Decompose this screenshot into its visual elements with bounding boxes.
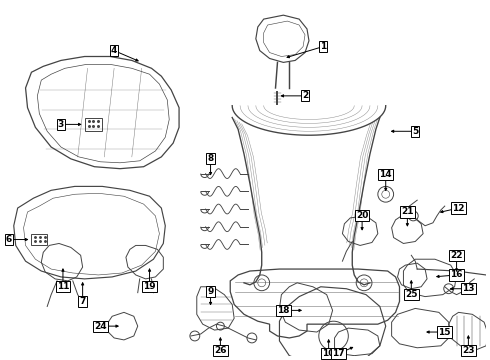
Text: 9: 9 (207, 287, 214, 296)
Text: 15: 15 (439, 328, 451, 337)
Text: 18: 18 (277, 306, 290, 315)
Text: 10: 10 (322, 349, 335, 358)
Text: 7: 7 (79, 297, 86, 306)
Text: 26: 26 (214, 346, 227, 355)
Bar (85, 117, 102, 131)
Bar (31, 234, 47, 246)
Text: 11: 11 (57, 282, 69, 291)
Text: 6: 6 (6, 235, 12, 244)
Text: 19: 19 (143, 282, 156, 291)
Text: 3: 3 (58, 120, 64, 129)
Text: 14: 14 (379, 170, 392, 179)
Text: 22: 22 (450, 251, 463, 260)
Text: 24: 24 (94, 321, 107, 330)
Text: 5: 5 (412, 127, 418, 136)
Text: 21: 21 (401, 207, 414, 216)
Text: 2: 2 (302, 91, 308, 100)
Text: 23: 23 (462, 346, 475, 355)
Text: 13: 13 (462, 284, 475, 293)
Text: 8: 8 (207, 154, 214, 163)
Text: 1: 1 (319, 42, 326, 51)
Text: 25: 25 (405, 290, 417, 299)
Text: 16: 16 (450, 270, 463, 279)
Text: 4: 4 (111, 46, 117, 55)
Text: 12: 12 (452, 203, 465, 212)
Text: 17: 17 (332, 349, 345, 358)
Text: 20: 20 (356, 211, 368, 220)
